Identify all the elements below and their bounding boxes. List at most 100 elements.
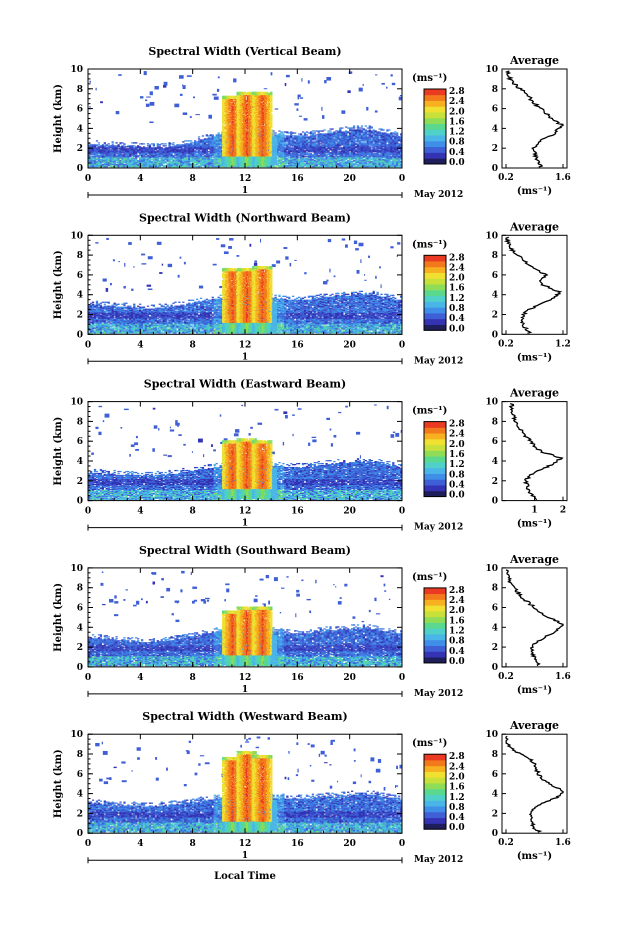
colorbar-segment (424, 427, 446, 434)
average-x-tick-label: 1.6 (555, 173, 571, 183)
colorbar-frame (423, 88, 447, 165)
average-y-tick-label: 0 (492, 497, 498, 507)
average-title: Average (509, 54, 559, 67)
colorbar-segment (424, 479, 446, 486)
x-tick-label: 0 (85, 839, 91, 849)
colorbar-segment (424, 800, 446, 807)
panel-4: Spectral Width (Southward Beam)0246810He… (53, 544, 571, 699)
x-tick-label: 8 (190, 507, 196, 517)
colorbar-tick-label: 0.4 (449, 148, 465, 158)
colorbar-frame (423, 421, 447, 498)
x-tick-label: 16 (291, 507, 304, 517)
x-tick-label: 16 (291, 340, 304, 350)
colorbar-segment (424, 89, 446, 96)
colorbar-segment (424, 278, 446, 285)
y-axis-label: Height (km) (53, 749, 64, 818)
y-tick-label: 8 (77, 251, 83, 261)
colorbar-tick-label: 1.2 (449, 460, 465, 470)
convective-cell (252, 91, 278, 167)
colorbar-tick-label: 0.0 (449, 491, 465, 501)
colorbar-tick-label: 2.4 (449, 596, 465, 606)
y-tick-label: 0 (77, 829, 83, 839)
colorbar-tick-label: 0.4 (449, 480, 465, 490)
average-y-tick-label: 0 (492, 829, 498, 839)
colorbar-segment (424, 485, 446, 492)
date-label: May 2012 (414, 356, 463, 366)
x-tick-label: 0 (399, 340, 405, 350)
y-axis-label: Height (km) (53, 250, 64, 319)
colorbar-segment (424, 599, 446, 606)
colorbar-segment (424, 421, 446, 428)
average-x-label: (ms⁻¹) (517, 352, 552, 363)
colorbar-segment (424, 438, 446, 446)
x-tick-label: 8 (190, 839, 196, 849)
colorbar-segment (424, 783, 446, 790)
average-x-tick-label: 0.2 (498, 838, 514, 848)
colorbar-segment (424, 456, 446, 463)
x-tick-label: 0 (85, 673, 91, 683)
x-tick-label: 0 (399, 673, 405, 683)
day-label: 1 (242, 851, 248, 861)
colorbar-tick-label: 2.4 (449, 97, 465, 107)
colorbar-segment (424, 129, 446, 136)
colorbar-tick-label: 1.6 (449, 117, 465, 127)
y-tick-label: 8 (77, 85, 83, 95)
colorbar-tick-label: 0.8 (449, 803, 465, 813)
average-profile-line (503, 236, 563, 334)
average-y-tick-label: 6 (492, 437, 498, 447)
average-x-tick-label: 1 (531, 506, 537, 516)
average-x-label: (ms⁻¹) (517, 186, 552, 197)
y-tick-label: 6 (77, 604, 83, 614)
colorbar-tick-label: 2.8 (449, 420, 465, 430)
colorbar-segment (424, 622, 446, 629)
average-title: Average (509, 553, 559, 566)
colorbar-tick-label: 2.8 (449, 87, 465, 97)
y-tick-label: 2 (77, 144, 83, 154)
average-x-label: (ms⁻¹) (517, 685, 552, 696)
colorbar-segment (424, 616, 446, 623)
average-y-tick-label: 4 (492, 623, 498, 633)
average-x-tick-label: 1.6 (555, 672, 571, 682)
x-tick-label: 0 (85, 507, 91, 517)
average-y-tick-label: 2 (492, 311, 498, 321)
average-profile-panel: Average 0 2 4 6 8 10 0.2 1.6(ms⁻¹) (485, 553, 570, 696)
y-axis-label: Height (km) (53, 417, 64, 486)
x-tick-label: 0 (399, 839, 405, 849)
colorbar-segment (424, 645, 446, 652)
colorbar-segment (424, 152, 446, 159)
y-tick-label: 0 (77, 663, 83, 673)
colorbar-tick-label: 0.4 (449, 647, 465, 657)
average-y-tick-label: 8 (492, 750, 498, 760)
day-label: 1 (242, 519, 248, 529)
average-y-tick-label: 8 (492, 584, 498, 594)
x-tick-label: 8 (190, 673, 196, 683)
x-tick-label: 16 (291, 839, 304, 849)
date-label: May 2012 (414, 190, 463, 200)
heatmap-field (88, 404, 402, 500)
x-tick-label: 4 (137, 174, 143, 184)
y-tick-label: 8 (77, 584, 83, 594)
colorbar-segment (424, 639, 446, 646)
y-tick-label: 0 (77, 164, 83, 174)
colorbar-segment (424, 284, 446, 291)
colorbar-segment (424, 765, 446, 772)
colorbar-segment (424, 100, 446, 107)
colorbar-segment (424, 771, 446, 778)
date-label: May 2012 (414, 855, 463, 865)
colorbar-segment (424, 754, 446, 761)
colorbar-tick-label: 1.2 (449, 626, 465, 636)
average-profile-line (505, 569, 564, 667)
x-tick-label: 0 (399, 174, 405, 184)
y-axis-label: Height (km) (53, 583, 64, 652)
colorbar-frame (423, 753, 447, 830)
colorbar-segment (424, 94, 446, 101)
colorbar-tick-label: 2.4 (449, 263, 465, 273)
average-profile-line (505, 735, 564, 833)
x-tick-label: 0 (85, 174, 91, 184)
day-label: 1 (242, 186, 248, 196)
average-y-tick-label: 8 (492, 417, 498, 427)
colorbar-segment (424, 657, 446, 664)
average-frame (501, 234, 568, 335)
average-y-tick-label: 8 (492, 251, 498, 261)
heatmap-field (88, 71, 402, 168)
